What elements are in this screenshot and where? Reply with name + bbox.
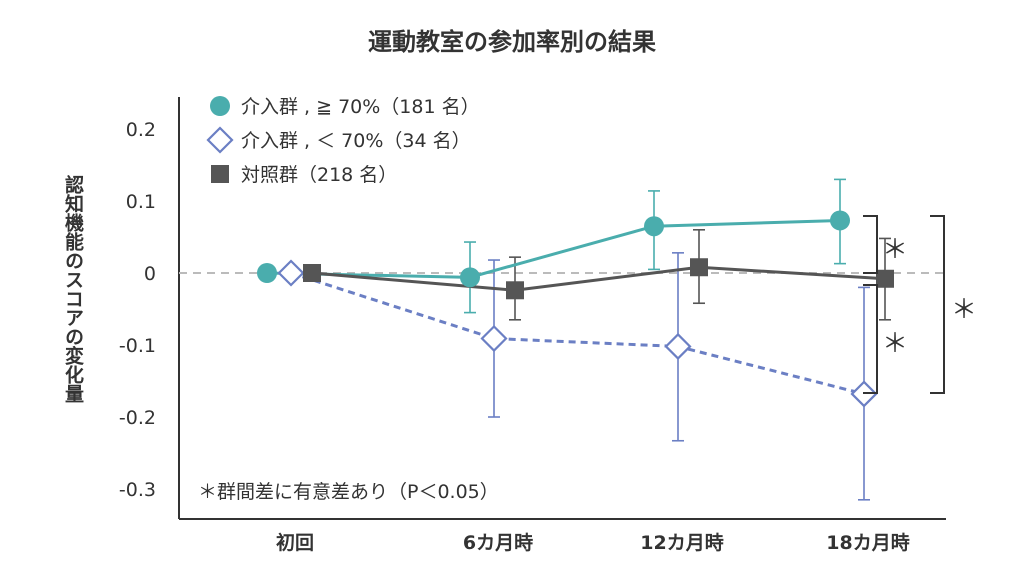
- legend-label: 対照群（218 名）: [241, 164, 397, 186]
- y-tick-label: 0.2: [126, 119, 156, 141]
- data-point-circle: [460, 267, 480, 288]
- data-point-circle: [257, 263, 277, 283]
- significance-bracket: [863, 284, 878, 394]
- significance-star: ＊: [882, 329, 908, 359]
- data-point-circle: [644, 216, 664, 237]
- data-point-square: [506, 281, 524, 300]
- y-tick-label: -0.2: [119, 407, 156, 429]
- series-line: [290, 271, 865, 396]
- y-tick-label: 0.1: [126, 191, 156, 213]
- significance-star: ＊: [951, 295, 977, 325]
- significance-bracket: [863, 215, 878, 274]
- x-tick-label: 初回: [276, 531, 314, 554]
- y-tick-label: -0.3: [119, 479, 156, 501]
- data-point-square: [690, 258, 708, 277]
- legend-label: 介入群 , ≧ 70%（181 名）: [241, 96, 480, 118]
- data-point-diamond: [480, 324, 508, 353]
- data-point-diamond: [664, 332, 692, 360]
- data-point-circle: [210, 96, 230, 116]
- x-tick-label: 12カ月時: [640, 532, 723, 554]
- y-tick-label: 0: [144, 263, 156, 285]
- y-tick-label: -0.1: [119, 335, 156, 357]
- chart-title: 運動教室の参加率別の結果: [368, 28, 656, 56]
- significance-bracket: [930, 215, 945, 394]
- legend-label: 介入群 , ＜ 70%（34 名）: [241, 130, 471, 152]
- series-line: [311, 265, 886, 292]
- y-axis-label: 認知機能のスコアの変化量: [62, 175, 84, 403]
- significance-note: ＊群間差に有意差あり（P＜0.05）: [198, 481, 499, 503]
- data-point-square: [303, 264, 321, 282]
- data-point-circle: [830, 210, 850, 231]
- data-point-diamond: [206, 126, 234, 154]
- data-point-square: [876, 269, 894, 288]
- x-tick-label: 18カ月時: [826, 532, 909, 554]
- data-point-square: [211, 165, 229, 183]
- x-tick-label: 6カ月時: [463, 532, 533, 554]
- series-line: [266, 218, 841, 279]
- significance-star: ＊: [882, 235, 908, 265]
- data-point-diamond: [277, 259, 305, 287]
